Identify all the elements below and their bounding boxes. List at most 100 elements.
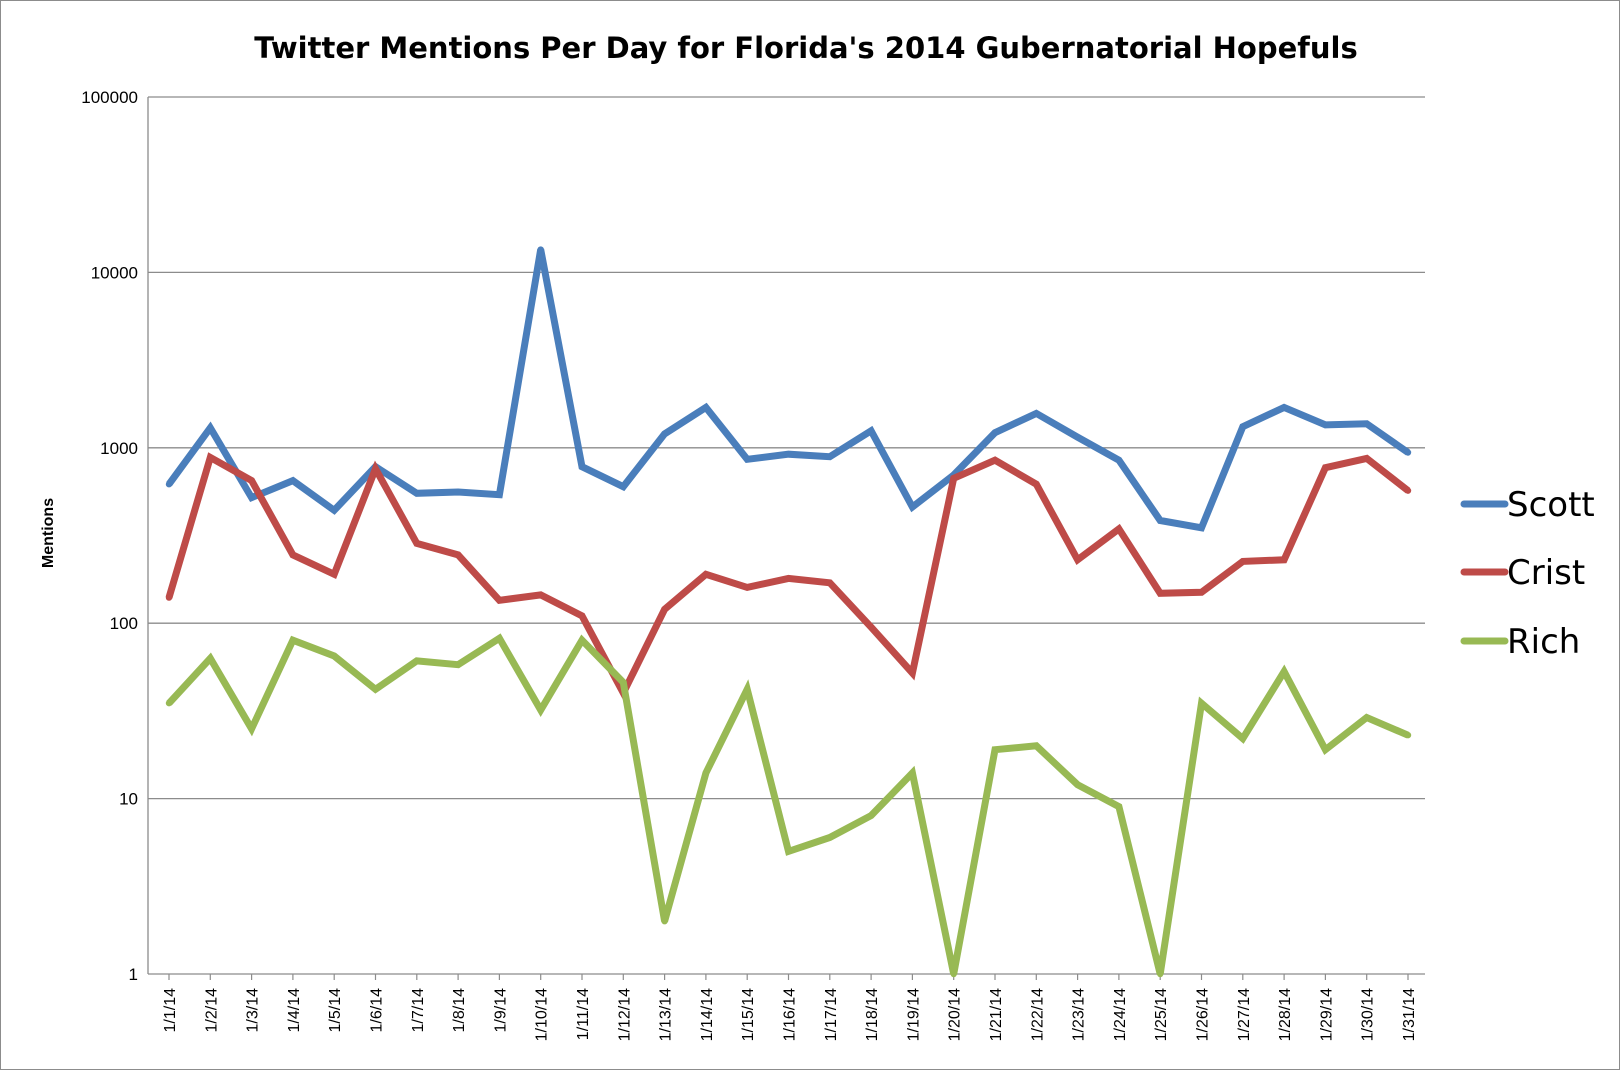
x-tick-label: 1/11/14 — [575, 988, 592, 1040]
data-point — [413, 657, 420, 665]
x-tick-label: 1/25/14 — [1153, 988, 1170, 1041]
data-point — [1157, 517, 1164, 524]
data-point — [1157, 970, 1164, 978]
data-point — [991, 456, 999, 464]
x-tick-label: 1/26/14 — [1195, 988, 1212, 1041]
data-point — [1280, 556, 1288, 563]
data-point — [1363, 714, 1370, 721]
data-point — [537, 246, 544, 253]
data-point — [826, 579, 833, 586]
data-point — [991, 746, 999, 753]
gridlines — [147, 96, 1425, 975]
series-lines — [165, 246, 1412, 978]
data-point — [1322, 746, 1329, 753]
data-point — [1363, 420, 1370, 428]
data-point — [702, 404, 710, 411]
data-point — [744, 686, 751, 693]
data-point — [1239, 558, 1247, 565]
x-tick-label: 1/27/14 — [1236, 988, 1253, 1041]
data-point — [372, 465, 379, 472]
data-point — [1115, 525, 1123, 533]
data-point — [289, 636, 297, 644]
data-point — [1198, 699, 1205, 707]
x-tick-label: 1/19/14 — [905, 988, 922, 1041]
x-tick-label: 1/5/14 — [327, 988, 344, 1033]
data-point — [248, 725, 255, 733]
data-point — [785, 848, 792, 855]
data-point — [331, 507, 338, 514]
legend: Scott Crist Rich — [1460, 485, 1595, 662]
data-point — [950, 970, 957, 978]
x-tick-label: 1/4/14 — [286, 988, 303, 1033]
data-point — [248, 477, 255, 484]
x-axis-ticks: 1/1/14 1/2/14 1/3/14 1/4/14 1/5/14 1/6/14 1/7/… — [162, 974, 1418, 1041]
series-crist — [165, 452, 1412, 701]
x-tick-label: 1/15/14 — [740, 988, 757, 1041]
data-point — [1322, 421, 1329, 429]
series-line — [166, 633, 1410, 975]
legend-label: Scott — [1507, 485, 1595, 525]
data-point — [1404, 449, 1412, 456]
series-line — [166, 248, 1410, 532]
data-point — [207, 454, 214, 461]
data-point — [702, 769, 710, 777]
data-point — [744, 584, 751, 591]
x-tick-label: 1/29/14 — [1318, 988, 1335, 1041]
data-point — [413, 490, 420, 497]
data-point — [537, 591, 544, 599]
data-point — [1239, 735, 1247, 742]
data-point — [1074, 556, 1081, 563]
data-point — [1115, 803, 1123, 810]
data-point — [826, 453, 833, 460]
data-point — [207, 424, 214, 432]
data-point — [1322, 464, 1329, 471]
data-point — [1115, 456, 1123, 464]
data-point — [1074, 433, 1081, 441]
x-tick-label: 1/9/14 — [492, 988, 509, 1033]
data-point — [867, 812, 875, 819]
series-rich — [165, 633, 1412, 978]
data-point — [909, 769, 916, 777]
data-point — [620, 679, 627, 686]
data-point — [165, 699, 173, 707]
legend-label: Crist — [1507, 553, 1585, 593]
data-point — [537, 706, 544, 714]
x-tick-label: 1/18/14 — [864, 988, 881, 1041]
data-point — [496, 491, 503, 498]
x-tick-label: 1/2/14 — [203, 988, 220, 1033]
x-tick-label: 1/1/14 — [162, 988, 179, 1033]
data-point — [1074, 781, 1081, 788]
data-point — [785, 450, 792, 458]
data-point — [1239, 423, 1247, 430]
data-point — [165, 594, 173, 601]
data-point — [207, 655, 214, 662]
data-point — [578, 636, 586, 644]
data-point — [826, 834, 833, 841]
data-point — [991, 429, 999, 436]
data-point — [909, 669, 916, 677]
y-tick-label: 100000 — [81, 88, 138, 107]
data-point — [372, 686, 379, 693]
data-point — [661, 430, 668, 438]
data-point — [454, 488, 462, 496]
data-point — [1157, 590, 1164, 597]
x-tick-label: 1/10/14 — [534, 988, 551, 1041]
x-tick-label: 1/7/14 — [410, 988, 427, 1033]
x-tick-label: 1/21/14 — [988, 988, 1005, 1041]
x-tick-label: 1/24/14 — [1112, 988, 1129, 1041]
data-point — [165, 481, 173, 488]
series-scott — [165, 246, 1412, 532]
y-tick-label: 1000 — [100, 439, 138, 458]
y-axis-ticks: 1 10 100 1000 10000 100000 — [81, 88, 138, 984]
y-tick-label: 10000 — [91, 263, 138, 282]
data-point — [785, 575, 792, 582]
x-tick-label: 1/28/14 — [1277, 988, 1294, 1041]
data-point — [867, 427, 875, 435]
data-point — [620, 483, 627, 490]
x-tick-label: 1/30/14 — [1360, 988, 1377, 1041]
data-point — [496, 635, 503, 642]
data-point — [331, 571, 338, 578]
data-point — [331, 652, 338, 660]
